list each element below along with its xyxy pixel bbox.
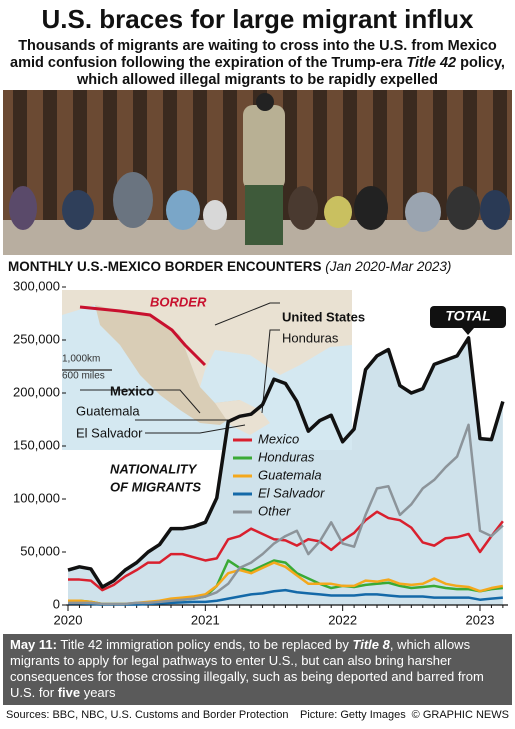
legend-label: Guatemala	[258, 467, 322, 482]
map-label: United States	[282, 309, 365, 324]
total-label: TOTAL	[445, 308, 490, 324]
y-tick-label: 0	[53, 596, 60, 611]
map-label: Guatemala	[76, 403, 140, 418]
x-tick-label: 2023	[466, 612, 495, 627]
picture-credit: Picture: Getty Images	[300, 709, 406, 721]
legend-label: Other	[258, 503, 291, 518]
leader-line	[80, 389, 201, 414]
map-label: El Salvador	[76, 425, 143, 440]
y-tick-label: 200,000	[13, 384, 60, 399]
subtitle-text: Thousands of migrants are waiting to cro…	[10, 38, 497, 71]
subtitle-text: policy, which allowed illegal migrants t…	[77, 55, 505, 88]
title: U.S. braces for large migrant influx	[41, 4, 474, 34]
note-text: years	[80, 685, 116, 700]
map-label: 600 miles	[62, 371, 105, 382]
sources: Sources: BBC, NBC, U.S. Customs and Bord…	[6, 709, 289, 721]
legend-title: NATIONALITY	[110, 461, 198, 476]
note-text: Title 42 immigration policy ends, to be …	[56, 637, 353, 652]
total-area	[68, 337, 503, 605]
photo	[3, 90, 512, 255]
map-label: Honduras	[282, 330, 339, 345]
series-line	[67, 336, 505, 589]
y-tick-label: 50,000	[20, 543, 60, 558]
map-label: 1,000km	[62, 354, 100, 365]
chart-heading: MONTHLY U.S.-MEXICO BORDER ENCOUNTERS (J…	[8, 259, 451, 274]
map-us	[62, 290, 352, 387]
map-border	[79, 305, 207, 367]
x-tick-label: 2020	[54, 612, 83, 627]
subtitle: Thousands of migrants are waiting to cro…	[10, 38, 505, 89]
legend-label: Honduras	[258, 449, 315, 464]
note-emphasis: five	[57, 685, 81, 700]
legend-label: El Salvador	[258, 485, 325, 500]
note: May 11: Title 42 immigration policy ends…	[3, 634, 512, 705]
series-line	[68, 510, 504, 592]
y-tick-label: 300,000	[13, 278, 60, 293]
map-label: Mexico	[110, 383, 154, 398]
legend-title: OF MIGRANTS	[110, 479, 201, 494]
note-emphasis: Title 8	[352, 637, 390, 652]
copyright: © GRAPHIC NEWS	[411, 709, 509, 721]
x-tick-label: 2022	[328, 612, 357, 627]
total-label-box	[430, 306, 506, 328]
note-date: May 11:	[10, 637, 57, 652]
y-tick-label: 100,000	[13, 490, 60, 505]
chart: BORDER United States Honduras 1,000km 60…	[13, 278, 508, 627]
series-line	[68, 423, 504, 606]
subtitle-italic: Title 42	[406, 55, 457, 71]
map-label: BORDER	[150, 294, 207, 309]
y-tick-label: 150,000	[13, 437, 60, 452]
chart-subtitle: (Jan 2020-Mar 2023)	[325, 259, 452, 274]
total-label-pointer	[462, 328, 474, 335]
x-tick-label: 2021	[191, 612, 220, 627]
note-text: , which allows migrants to apply for leg…	[10, 637, 484, 700]
series-line	[68, 588, 503, 606]
legend-label: Mexico	[258, 431, 299, 446]
leader-line	[145, 424, 246, 434]
map-mexico	[95, 305, 240, 425]
map: BORDER United States Honduras 1,000km 60…	[62, 290, 365, 450]
y-tick-label: 250,000	[13, 331, 60, 346]
leader-line	[261, 329, 280, 414]
people	[9, 93, 510, 245]
chart-title: MONTHLY U.S.-MEXICO BORDER ENCOUNTERS	[8, 259, 322, 274]
leader-line	[214, 302, 280, 326]
